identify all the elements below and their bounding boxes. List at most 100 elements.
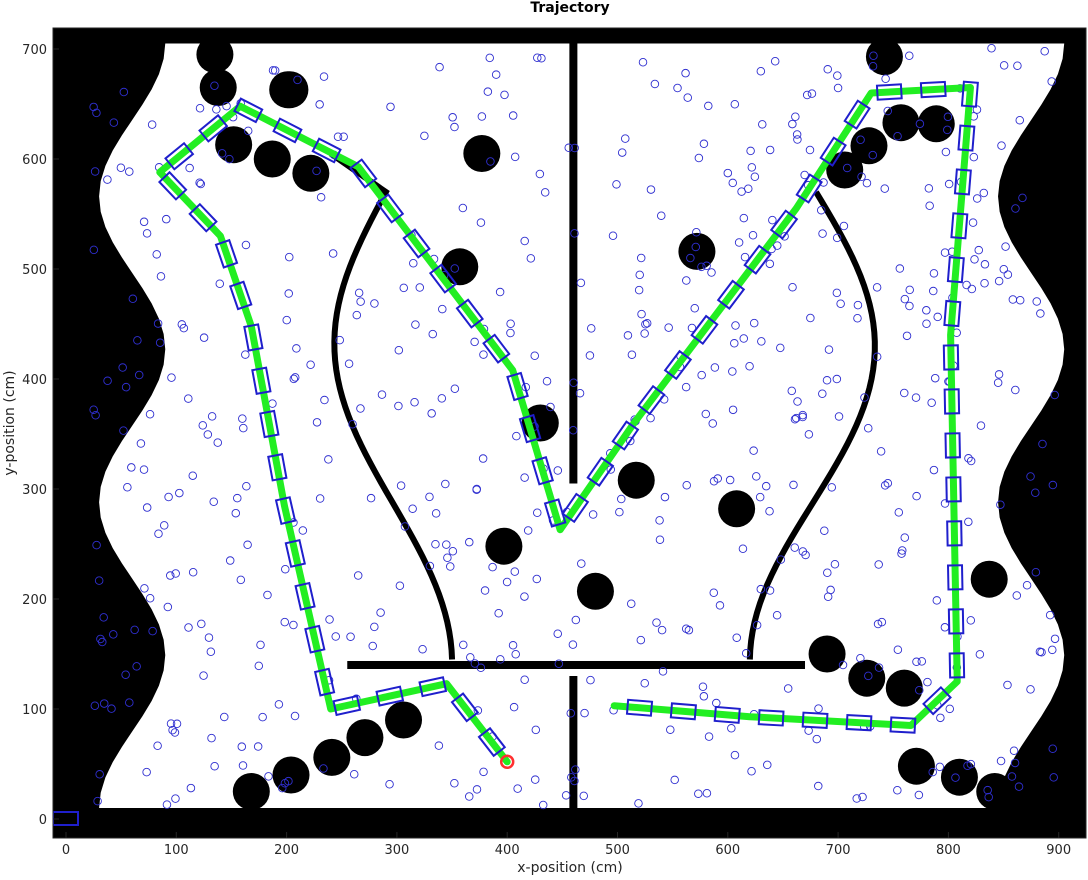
- particle-point: [153, 319, 163, 328]
- particle-point: [292, 344, 301, 353]
- particle-point: [446, 562, 455, 571]
- particle-point: [874, 663, 884, 672]
- pose-box: [294, 581, 316, 611]
- particle-point: [637, 309, 646, 319]
- particle-point: [976, 421, 986, 430]
- particle-point: [564, 143, 574, 153]
- particle-point: [486, 157, 495, 166]
- particle-point: [184, 623, 193, 632]
- particle-point: [943, 125, 952, 135]
- particle-point: [826, 585, 835, 595]
- particle-point: [606, 465, 616, 474]
- pose-box: [663, 349, 693, 381]
- plot-area: [52, 27, 1087, 839]
- particle-point: [473, 706, 483, 715]
- particle-point: [994, 370, 1004, 379]
- particle-point: [99, 699, 109, 708]
- particle-point: [568, 425, 578, 435]
- particle-point: [983, 785, 992, 795]
- particle-point: [458, 203, 468, 213]
- particle-point: [213, 438, 223, 447]
- particle-point: [478, 454, 488, 463]
- pose-box: [543, 498, 567, 528]
- particle-point: [951, 773, 960, 782]
- particle-point: [1022, 580, 1032, 590]
- particle-point: [241, 350, 250, 359]
- particle-point: [708, 419, 717, 428]
- particle-point: [912, 491, 921, 501]
- particle-point: [167, 373, 176, 382]
- particle-point: [472, 785, 482, 794]
- particle-point: [857, 172, 866, 181]
- particle-point: [231, 508, 241, 518]
- y-tick-label: 200: [22, 593, 47, 608]
- trajectory-line: [156, 84, 974, 766]
- particle-point: [420, 131, 429, 141]
- round-obstacle: [976, 773, 1014, 810]
- particle-point: [570, 229, 579, 238]
- particle-point: [697, 370, 706, 380]
- particle-point: [935, 762, 945, 772]
- particle-point: [730, 750, 740, 760]
- particle-point: [1018, 193, 1027, 203]
- pose-box: [313, 667, 336, 697]
- particle-point: [1010, 758, 1020, 768]
- y-tick-label: 600: [22, 153, 47, 168]
- pose-box: [843, 99, 871, 130]
- particle-point: [532, 574, 542, 584]
- particle-point: [788, 119, 797, 129]
- particle-point: [263, 590, 272, 600]
- pose-box: [586, 456, 615, 487]
- particle-point: [642, 318, 652, 328]
- pose-box: [957, 124, 976, 152]
- particle-point: [932, 596, 942, 605]
- particle-point: [756, 66, 766, 76]
- particle-point: [494, 609, 503, 618]
- particle-point: [186, 783, 196, 793]
- particle-point: [125, 698, 134, 707]
- pose-box: [214, 238, 239, 269]
- particle-point: [386, 102, 395, 112]
- particle-point: [148, 626, 157, 636]
- particle-point: [520, 675, 529, 684]
- particle-point: [254, 661, 264, 671]
- particle-point: [92, 108, 101, 118]
- particle-point: [479, 350, 488, 359]
- y-tick-label: 700: [22, 43, 47, 58]
- particle-point: [586, 675, 595, 685]
- pose-box: [267, 453, 288, 482]
- particle-point: [508, 641, 518, 650]
- particle-point: [1047, 77, 1056, 86]
- particle-point: [975, 650, 985, 659]
- particle-point: [542, 376, 552, 386]
- particle-point: [153, 741, 162, 750]
- particle-point: [553, 466, 563, 475]
- x-tick-label: 700: [826, 843, 851, 858]
- particle-point: [98, 637, 107, 647]
- particle-point: [801, 550, 810, 560]
- particle-point: [121, 670, 130, 679]
- particle-point: [293, 75, 302, 85]
- particle-point: [195, 104, 205, 113]
- particle-point: [319, 72, 329, 81]
- particle-point: [425, 492, 434, 502]
- particle-point: [730, 99, 740, 109]
- particle-point: [980, 278, 989, 288]
- particle-point: [1048, 480, 1058, 490]
- particle-point: [443, 553, 452, 562]
- round-obstacle: [882, 104, 920, 142]
- particle-point: [655, 516, 664, 525]
- particle-point: [893, 785, 902, 795]
- particle-point: [239, 423, 248, 433]
- particle-point: [673, 83, 682, 93]
- particle-point: [400, 522, 410, 531]
- particle-point: [749, 446, 758, 455]
- particle-point: [331, 632, 340, 641]
- particle-point: [222, 101, 231, 111]
- particle-point: [856, 135, 865, 144]
- particle-point: [730, 339, 739, 348]
- particle-point: [427, 409, 436, 418]
- particle-point: [783, 684, 793, 693]
- particle-point: [306, 360, 315, 369]
